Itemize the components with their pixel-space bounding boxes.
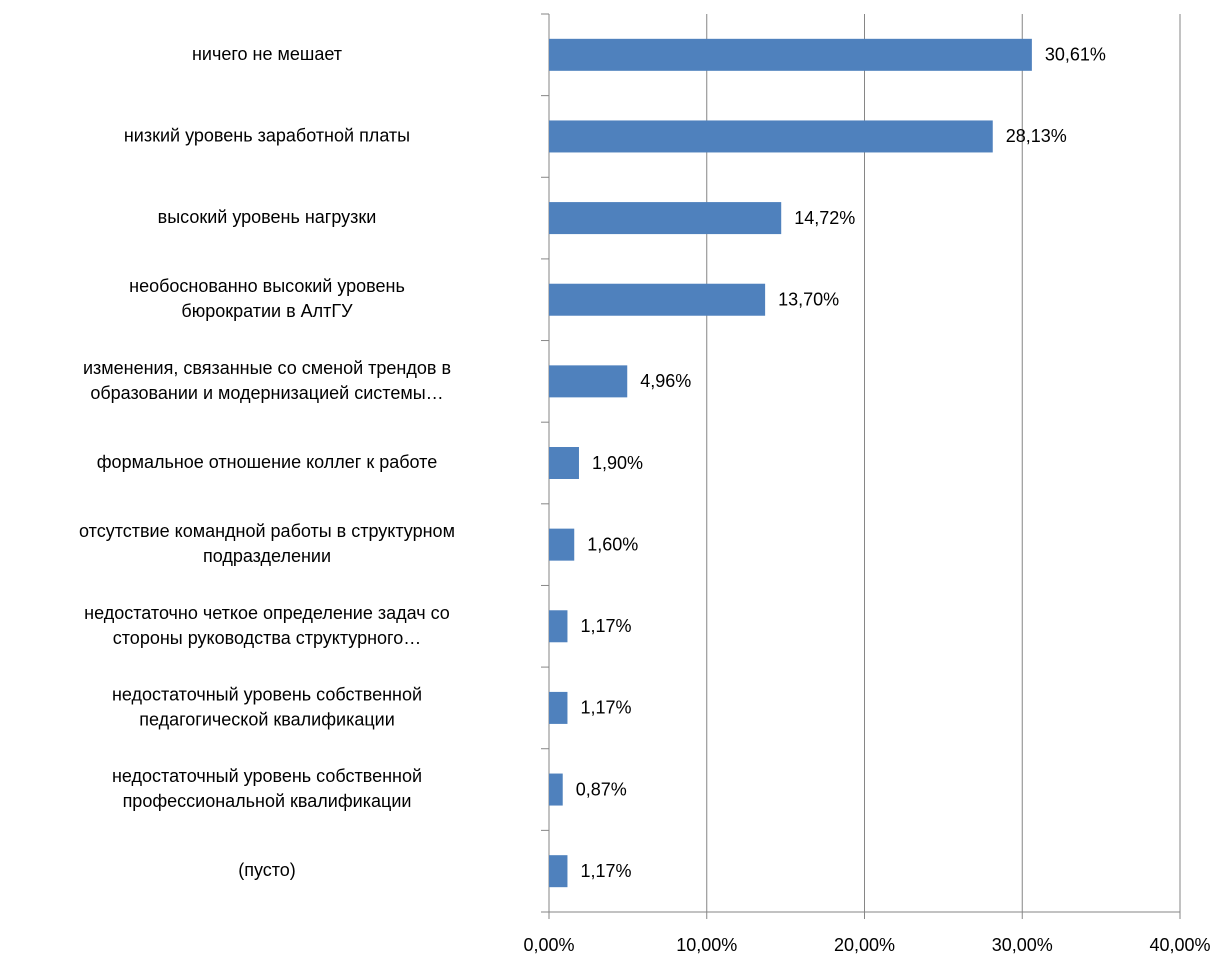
data-label: 30,61% (1045, 45, 1106, 65)
y-tick-label-line: недостаточный уровень собственной (112, 766, 422, 786)
x-tick-label: 20,00% (834, 935, 895, 955)
bar (549, 855, 568, 888)
data-label: 13,70% (778, 289, 839, 309)
y-tick-label: высокий уровень нагрузки (158, 207, 377, 227)
y-tick-label-line: стороны руководства структурного… (113, 628, 421, 648)
data-label: 14,72% (794, 208, 855, 228)
data-label: 0,87% (576, 779, 627, 799)
data-label: 1,17% (580, 861, 631, 881)
bar (549, 610, 568, 643)
x-tick-label: 30,00% (992, 935, 1053, 955)
y-tick-label-line: недостаточный уровень собственной (112, 684, 422, 704)
data-label: 1,90% (592, 453, 643, 473)
bar (549, 202, 782, 235)
y-tick-label: изменения, связанные со сменой трендов в… (83, 358, 451, 403)
bar (549, 447, 579, 479)
y-tick-label: ничего не мешает (192, 44, 342, 64)
bar (549, 528, 575, 561)
bar (549, 38, 1032, 71)
y-tick-label-line: недостаточно четкое определение задач со (84, 603, 450, 623)
y-tick-label-line: необоснованно высокий уровень (129, 276, 405, 296)
bar (549, 365, 628, 398)
y-tick-label: (пусто) (238, 860, 296, 880)
x-tick-label: 10,00% (676, 935, 737, 955)
x-tick-label: 40,00% (1149, 935, 1210, 955)
y-tick-label: недостаточно четкое определение задач со… (84, 603, 450, 648)
y-tick-label-line: изменения, связанные со сменой трендов в (83, 358, 451, 378)
y-tick-label: формальное отношение коллег к работе (97, 452, 437, 472)
y-tick-label-line: педагогической квалификации (139, 709, 395, 729)
y-tick-label-line: образовании и модернизацией системы… (90, 383, 443, 403)
y-tick-label-line: бюрократии в АлтГУ (181, 301, 353, 321)
y-tick-label-line: отсутствие командной работы в структурно… (79, 521, 455, 541)
bar (549, 283, 766, 316)
x-tick-label: 0,00% (523, 935, 574, 955)
data-label: 1,17% (580, 616, 631, 636)
bar (549, 120, 993, 153)
bar (549, 773, 563, 806)
y-tick-label: необоснованно высокий уровень бюрократии … (129, 276, 405, 321)
y-tick-label-line: ничего не мешает (192, 44, 342, 64)
y-tick-label-line: профессиональной квалификации (123, 791, 412, 811)
y-tick-label-line: (пусто) (238, 860, 296, 880)
data-label: 1,60% (587, 534, 638, 554)
y-tick-label: низкий уровень заработной платы (124, 125, 410, 145)
y-tick-label: недостаточный уровень собственной педагог… (112, 684, 422, 729)
y-tick-label-line: высокий уровень нагрузки (158, 207, 377, 227)
data-label: 4,96% (640, 371, 691, 391)
y-tick-label: недостаточный уровень собственной професс… (112, 766, 422, 811)
data-label: 28,13% (1006, 126, 1067, 146)
y-tick-label-line: формальное отношение коллег к работе (97, 452, 437, 472)
bar (549, 691, 568, 724)
y-tick-label: отсутствие командной работы в структурно… (79, 521, 455, 566)
y-tick-label-line: подразделении (203, 546, 331, 566)
y-tick-label-line: низкий уровень заработной платы (124, 125, 410, 145)
data-label: 1,17% (580, 698, 631, 718)
